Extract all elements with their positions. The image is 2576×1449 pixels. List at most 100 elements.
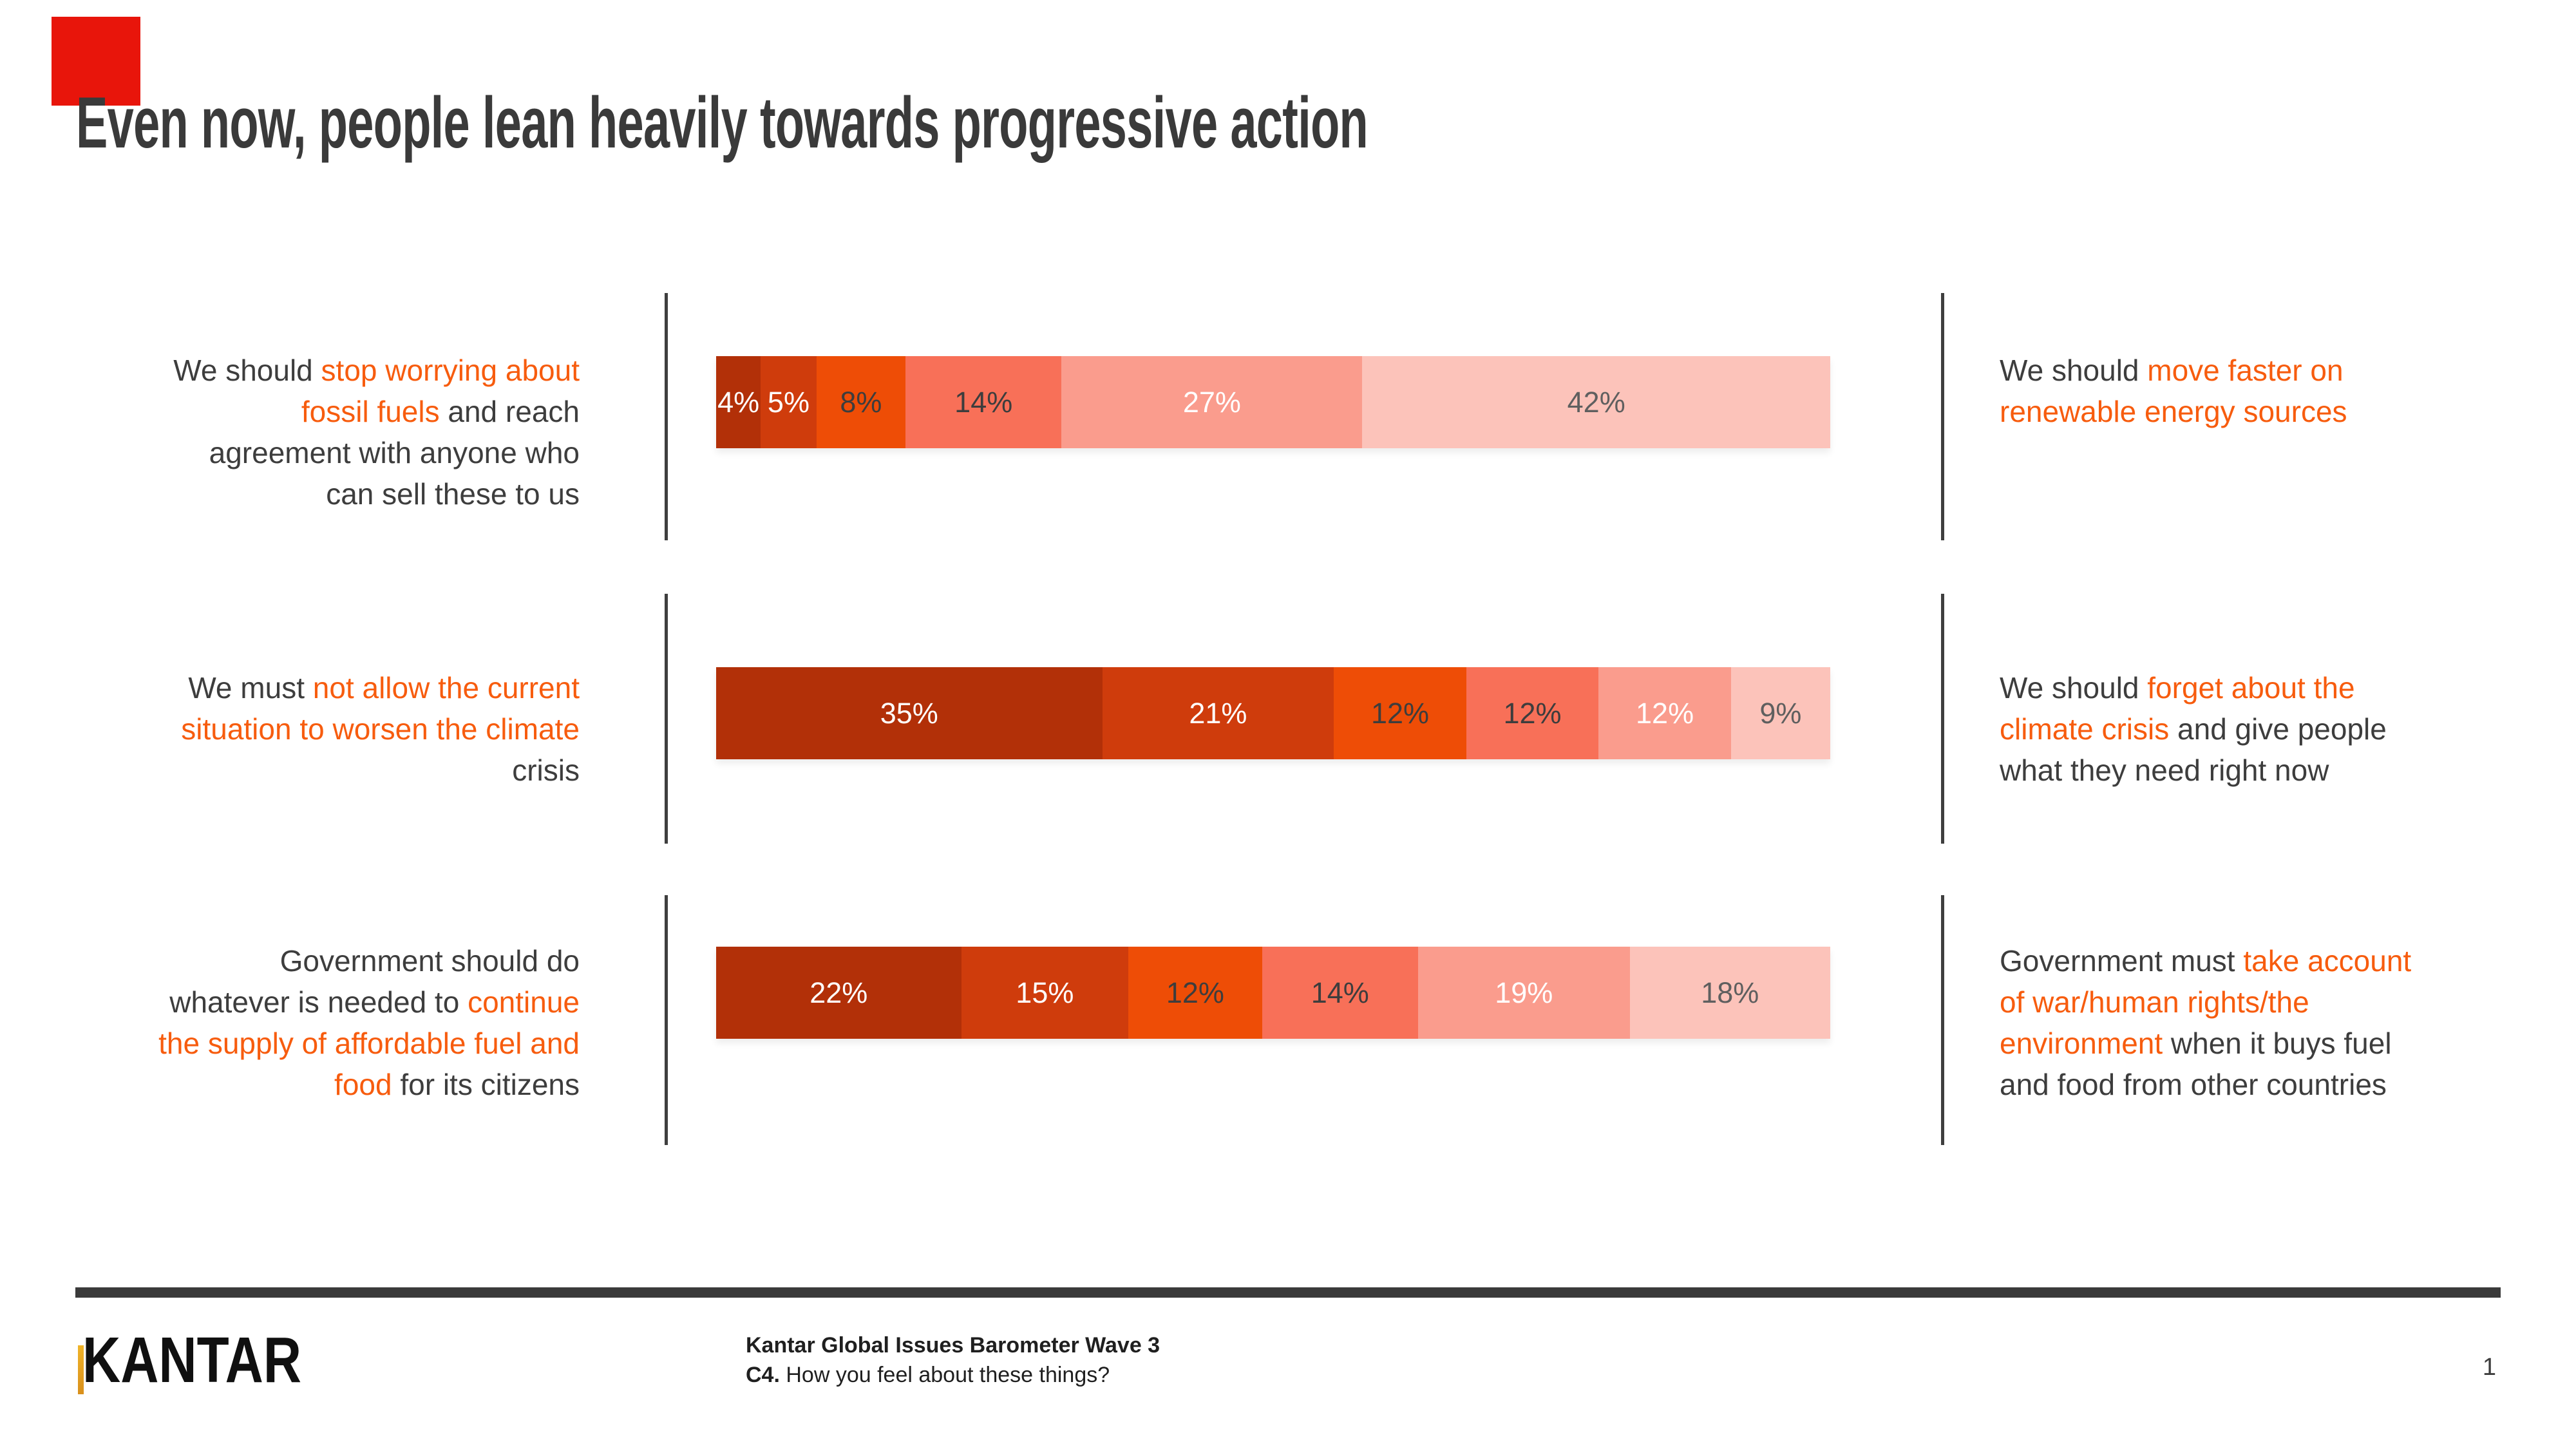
statement-left: Government should do whatever is needed t…	[0, 940, 580, 1105]
bar-segment: 15%	[961, 947, 1129, 1039]
stacked-bar: 22% 15% 12% 14% 19% 18%	[716, 947, 1830, 1039]
statement-line: whatever is needed to continue	[0, 981, 580, 1023]
source-line-2: C4. How you feel about these things?	[746, 1360, 1160, 1390]
statement-text: Government should do	[279, 944, 580, 978]
statement-text-highlight: continue	[468, 985, 580, 1019]
divider-left	[665, 594, 668, 844]
stacked-bar: 4% 5% 8% 14% 27% 42%	[716, 356, 1830, 448]
statement-text-highlight: the supply of affordable fuel and	[158, 1027, 580, 1060]
bar-segment: 12%	[1334, 667, 1466, 759]
bar-segment-label: 5%	[767, 385, 810, 419]
statement-text: and food from other countries	[2000, 1068, 2387, 1101]
bar-segment: 18%	[1629, 947, 1830, 1039]
statement-text-highlight: of war/human rights/the	[2000, 985, 2309, 1019]
bar-segment-label: 8%	[840, 385, 882, 419]
statement-text-highlight: forget about the	[2147, 671, 2355, 705]
statement-line: the supply of affordable fuel and	[0, 1023, 580, 1064]
statement-text: crisis	[512, 753, 580, 787]
bar-segment: 12%	[1598, 667, 1731, 759]
statement-text: can sell these to us	[326, 477, 580, 511]
statement-right: Government must take account of war/human…	[2000, 940, 2541, 1105]
page-number: 1	[2482, 1354, 2496, 1381]
statement-right: We should forget about the climate crisis…	[2000, 667, 2541, 791]
statement-line: can sell these to us	[0, 473, 580, 515]
statement-line: We should stop worrying about	[0, 350, 580, 391]
statement-line: situation to worsen the climate	[0, 708, 580, 750]
statement-line: renewable energy sources	[2000, 391, 2541, 432]
bar-segment-label: 42%	[1567, 385, 1625, 419]
bar-segment: 22%	[716, 947, 961, 1039]
statement-line: and food from other countries	[2000, 1064, 2541, 1105]
stacked-bar: 35% 21% 12% 12% 12% 9%	[716, 667, 1830, 759]
statement-text-highlight: renewable energy sources	[2000, 395, 2347, 428]
statement-text-highlight: environment	[2000, 1027, 2163, 1060]
bar-segment-label: 22%	[810, 976, 868, 1009]
statement-text: when it buys fuel	[2163, 1027, 2392, 1060]
kantar-logo-accent-bar	[78, 1345, 84, 1394]
statement-line: crisis	[0, 750, 580, 791]
statement-text: We should	[2000, 671, 2148, 705]
kantar-logo-text: KANTAR	[82, 1324, 302, 1396]
statement-line: of war/human rights/the	[2000, 981, 2541, 1023]
bar-segment: 14%	[1262, 947, 1418, 1039]
statement-left: We must not allow the current situation t…	[0, 667, 580, 791]
statement-text-highlight: not allow the current	[312, 671, 580, 705]
bar-segment: 12%	[1128, 947, 1262, 1039]
bar-segment: 5%	[761, 356, 817, 448]
bar-segment-label: 21%	[1189, 696, 1247, 730]
statement-text-highlight: food	[334, 1068, 392, 1101]
statement-line: food for its citizens	[0, 1064, 580, 1105]
bar-segment-label: 27%	[1182, 385, 1241, 419]
statement-text: and reach	[439, 395, 580, 428]
accent-square	[52, 17, 140, 106]
statement-text: whatever is needed to	[169, 985, 468, 1019]
statement-text: agreement with anyone who	[209, 436, 580, 469]
statement-text-highlight: take account	[2243, 944, 2412, 978]
statement-line: fossil fuels and reach	[0, 391, 580, 432]
divider-right	[1941, 293, 1944, 540]
bar-segment: 9%	[1730, 667, 1830, 759]
statement-text-highlight: climate crisis	[2000, 712, 2170, 746]
statement-text: what they need right now	[2000, 753, 2329, 787]
statement-text: for its citizens	[392, 1068, 580, 1101]
divider-right	[1941, 895, 1944, 1145]
statement-text: and give people	[2169, 712, 2387, 746]
bar-segment: 42%	[1362, 356, 1830, 448]
statement-text-highlight: move faster on	[2147, 354, 2344, 387]
bar-segment-label: 12%	[1166, 976, 1224, 1009]
bar-segment-label: 14%	[1311, 976, 1369, 1009]
bar-segment-label: 12%	[1636, 696, 1694, 730]
statement-text: We should	[173, 354, 321, 387]
bar-segment-label: 4%	[717, 385, 760, 419]
bar-segment-label: 19%	[1495, 976, 1553, 1009]
statement-right: We should move faster on renewable energy…	[2000, 350, 2541, 432]
statement-line: We must not allow the current	[0, 667, 580, 708]
bar-segment: 35%	[716, 667, 1103, 759]
statement-line: climate crisis and give people	[2000, 708, 2541, 750]
statement-text-highlight: stop worrying about	[321, 354, 580, 387]
source-note: Kantar Global Issues Barometer Wave 3 C4…	[746, 1331, 1160, 1390]
divider-right	[1941, 594, 1944, 844]
statement-line: Government must take account	[2000, 940, 2541, 981]
page-title: Even now, people lean heavily towards pr…	[76, 82, 1368, 163]
bar-segment: 19%	[1417, 947, 1630, 1039]
footer-rule	[75, 1287, 2501, 1298]
statement-text-highlight: fossil fuels	[301, 395, 440, 428]
statement-line: We should forget about the	[2000, 667, 2541, 708]
bar-segment: 12%	[1466, 667, 1599, 759]
statement-line: agreement with anyone who	[0, 432, 580, 473]
statement-line: environment when it buys fuel	[2000, 1023, 2541, 1064]
statement-line: what they need right now	[2000, 750, 2541, 791]
bar-segment-label: 15%	[1016, 976, 1074, 1009]
bar-segment: 4%	[716, 356, 761, 448]
statement-text: We must	[188, 671, 313, 705]
source-line-1: Kantar Global Issues Barometer Wave 3	[746, 1333, 1160, 1358]
statement-text: Government must	[2000, 944, 2244, 978]
bar-segment-label: 18%	[1701, 976, 1759, 1009]
bar-segment: 27%	[1061, 356, 1363, 448]
statement-line: We should move faster on	[2000, 350, 2541, 391]
bar-segment-label: 9%	[1759, 696, 1802, 730]
bar-segment-label: 12%	[1503, 696, 1562, 730]
statement-left: We should stop worrying about fossil fuel…	[0, 350, 580, 515]
